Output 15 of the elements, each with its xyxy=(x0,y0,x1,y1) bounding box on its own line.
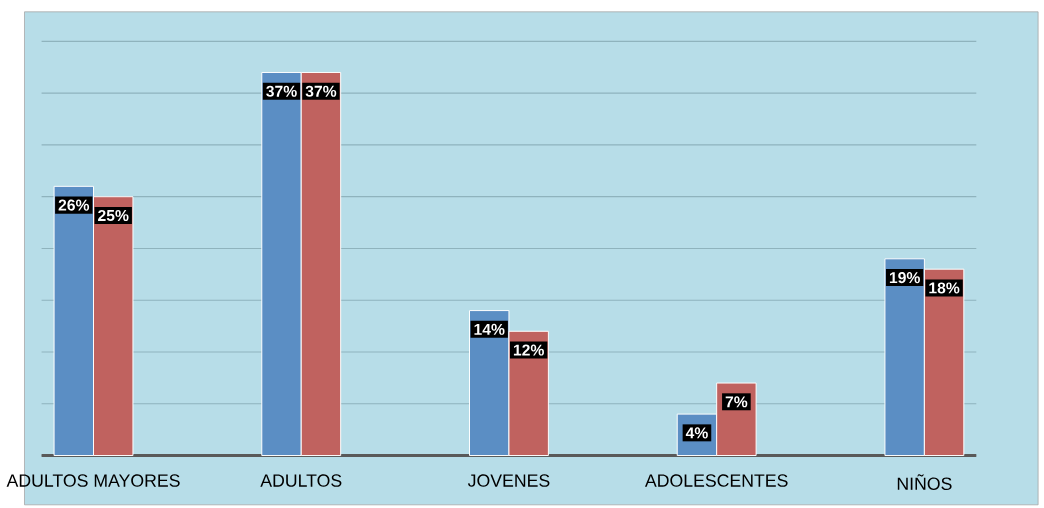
data-label: 4% xyxy=(685,427,708,439)
data-label: 25% xyxy=(98,210,129,222)
data-label: 37% xyxy=(266,85,297,97)
data-label: 14% xyxy=(474,323,505,335)
data-label: 12% xyxy=(513,344,544,356)
x-tick-label: ADOLESCENTES xyxy=(644,474,788,487)
data-label: 37% xyxy=(305,85,337,97)
data-label: 7% xyxy=(725,396,748,408)
data-label: 18% xyxy=(929,282,960,294)
data-label: 26% xyxy=(58,199,90,211)
data-label: 19% xyxy=(889,272,920,284)
x-tick-label: ADULTOS MAYORES xyxy=(6,474,180,487)
x-tick-label: JOVENES xyxy=(467,474,550,487)
x-tick-label: ADULTOS xyxy=(260,474,342,487)
x-tick-label: NIÑOS xyxy=(897,474,952,491)
